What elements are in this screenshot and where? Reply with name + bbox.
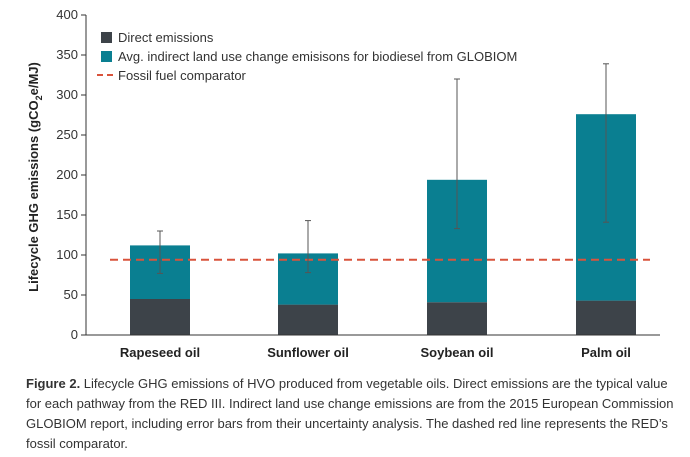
- legend-label-indirect: Avg. indirect land use change emisisons …: [118, 49, 517, 64]
- y-axis-label: Lifecycle GHG emissions (gCO2e/MJ): [26, 62, 44, 292]
- x-tick-label-2: Soybean oil: [421, 345, 494, 360]
- legend-swatch-direct: [101, 32, 112, 43]
- bar-chart: 0 50 100 150 200 250 300 350 400 Rapeseed oil Sunf…: [26, 7, 660, 360]
- y-axis-label-unit: e/MJ): [26, 62, 41, 95]
- bar-direct-3: [576, 300, 636, 335]
- y-tick-label-350: 350: [56, 47, 78, 62]
- legend-swatch-indirect: [101, 51, 112, 62]
- bar-direct-0: [130, 299, 190, 335]
- y-tick-label-300: 300: [56, 87, 78, 102]
- axes-layer: 0 50 100 150 200 250 300 350 400 Rapeseed oil Sunf…: [56, 7, 660, 360]
- y-tick-label-150: 150: [56, 207, 78, 222]
- y-tick-label-50: 50: [64, 287, 78, 302]
- y-tick-label-200: 200: [56, 167, 78, 182]
- x-tick-label-1: Sunflower oil: [267, 345, 349, 360]
- legend: Direct emissions Avg. indirect land use …: [97, 30, 517, 83]
- x-tick-label-3: Palm oil: [581, 345, 631, 360]
- figure-caption: Figure 2. Lifecycle GHG emissions of HVO…: [26, 374, 681, 454]
- caption-text: Lifecycle GHG emissions of HVO produced …: [26, 376, 674, 451]
- y-axis-label-subscript: 2: [34, 95, 44, 100]
- bar-direct-2: [427, 302, 487, 335]
- y-axis-label-main: Lifecycle GHG emissions (gCO: [26, 100, 41, 291]
- y-tick-label-100: 100: [56, 247, 78, 262]
- x-tick-label-0: Rapeseed oil: [120, 345, 200, 360]
- bars-layer: [130, 114, 636, 335]
- caption-label: Figure 2.: [26, 376, 81, 391]
- y-tick-label-0: 0: [71, 327, 78, 342]
- y-tick-label-250: 250: [56, 127, 78, 142]
- bar-direct-1: [278, 304, 338, 335]
- error-bars-layer: [157, 63, 609, 274]
- legend-label-direct: Direct emissions: [118, 30, 214, 45]
- legend-label-fossil: Fossil fuel comparator: [118, 68, 247, 83]
- y-tick-label-400: 400: [56, 7, 78, 22]
